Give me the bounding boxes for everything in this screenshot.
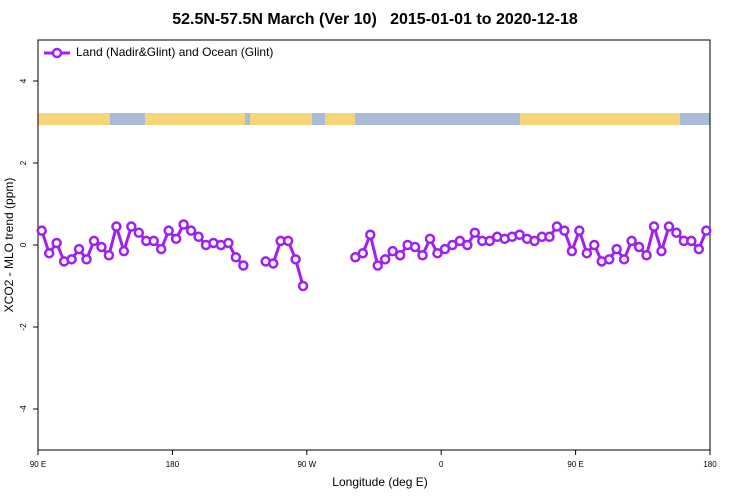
data-point — [148, 235, 159, 247]
data-point — [514, 229, 525, 240]
land-strip — [520, 113, 680, 125]
data-point — [469, 227, 481, 238]
x-tick-label: 180 — [703, 460, 717, 469]
data-point — [484, 235, 495, 247]
data-point — [671, 227, 682, 238]
data-point — [529, 235, 540, 247]
data-point — [633, 241, 645, 253]
data-point — [663, 221, 675, 232]
data-point — [163, 225, 174, 236]
data-point — [223, 237, 234, 249]
data-point — [155, 243, 167, 255]
y-tick-label: -4 — [19, 405, 28, 413]
data-point — [133, 227, 145, 238]
land-strip — [145, 113, 245, 125]
data-point — [103, 250, 115, 261]
data-point — [185, 225, 197, 236]
data-point — [387, 245, 398, 257]
data-point — [170, 233, 182, 245]
data-point — [611, 243, 622, 255]
data-point — [372, 260, 383, 271]
data-point — [96, 241, 107, 253]
data-point — [701, 225, 712, 236]
data-point — [693, 243, 705, 255]
x-tick-label: 0 — [439, 460, 444, 469]
land-strip — [250, 113, 312, 125]
data-point — [589, 239, 600, 251]
land-strip — [325, 113, 355, 125]
data-point — [603, 254, 615, 265]
data-point — [350, 252, 361, 263]
data-point — [454, 235, 466, 247]
data-point — [81, 254, 92, 265]
data-point — [394, 250, 406, 261]
data-point — [432, 247, 443, 259]
data-point — [447, 239, 458, 251]
data-point — [648, 221, 660, 232]
legend-marker — [51, 47, 63, 59]
data-point — [282, 235, 294, 247]
data-point — [559, 225, 570, 236]
data-point — [686, 235, 697, 247]
y-axis-label: XCO2 - MLO trend (ppm) — [2, 178, 16, 313]
data-point — [365, 229, 376, 240]
x-axis-label: Longitude (deg E) — [332, 475, 427, 489]
data-point — [574, 225, 585, 236]
data-point — [581, 247, 593, 259]
x-tick-label: 90 E — [567, 460, 583, 469]
data-point — [43, 247, 55, 259]
data-point — [51, 237, 62, 249]
data-point — [656, 245, 667, 257]
legend-label: Land (Nadir&Glint) and Ocean (Glint) — [76, 45, 273, 59]
data-point — [88, 235, 100, 247]
y-tick-label: -2 — [19, 323, 28, 331]
data-point — [544, 231, 555, 243]
data-point — [126, 221, 137, 232]
data-point — [193, 231, 204, 243]
data-point — [417, 250, 428, 261]
data-point — [36, 225, 47, 236]
y-tick-label: 4 — [19, 78, 28, 83]
data-point — [618, 254, 630, 265]
map-strip — [38, 113, 710, 125]
data-point — [379, 254, 391, 265]
land-strip — [38, 113, 110, 125]
chart-title: 52.5N-57.5N March (Ver 10) 2015-01-01 to… — [172, 11, 578, 28]
data-point — [267, 258, 279, 269]
data-point — [626, 235, 637, 247]
data-point — [238, 260, 249, 271]
data-point — [409, 241, 421, 253]
data-point — [118, 245, 130, 257]
data-point — [111, 221, 122, 232]
y-tick-label: 0 — [19, 242, 28, 247]
data-point — [357, 247, 369, 259]
data-point — [73, 243, 85, 255]
data-point — [439, 243, 451, 255]
data-point — [66, 254, 77, 265]
x-tick-label: 180 — [166, 460, 180, 469]
y-tick-label: 2 — [19, 160, 28, 165]
data-point — [641, 250, 652, 261]
data-point — [297, 280, 309, 292]
data-point — [566, 245, 578, 257]
data-point — [178, 219, 189, 230]
data-point — [290, 254, 301, 265]
data-point — [424, 233, 436, 245]
data-point — [551, 221, 563, 232]
data-point — [230, 252, 242, 263]
x-tick-label: 90 E — [30, 460, 46, 469]
data-point — [462, 239, 473, 251]
x-tick-label: 90 W — [297, 460, 316, 469]
